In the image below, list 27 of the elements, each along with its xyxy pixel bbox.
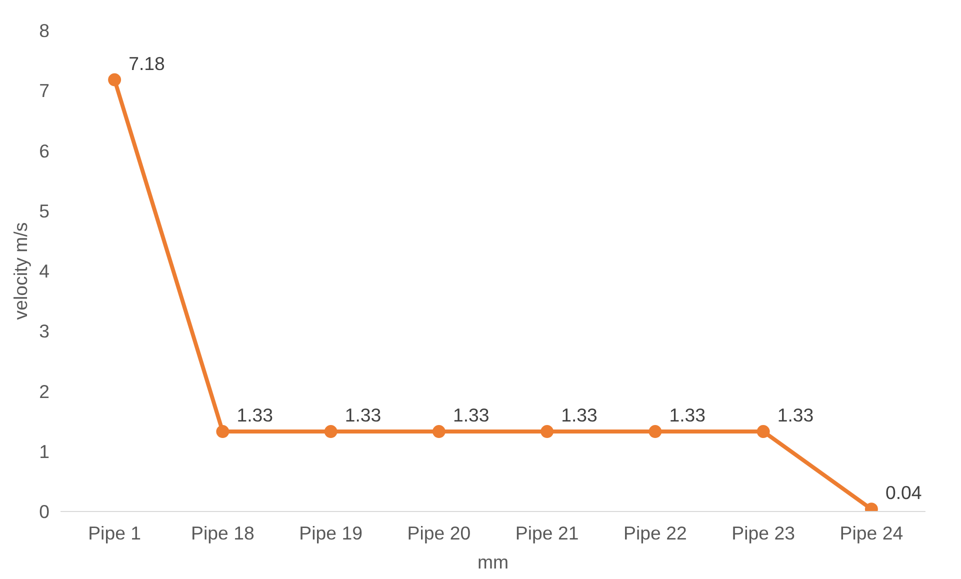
data-label: 1.33	[452, 404, 490, 426]
x-tick-label: Pipe 18	[191, 522, 254, 544]
y-tick-label: 3	[39, 320, 50, 342]
data-label: 1.33	[561, 404, 598, 426]
data-label: 1.33	[777, 404, 814, 426]
data-label: 1.33	[236, 404, 273, 426]
x-tick-label: Pipe 23	[732, 522, 795, 544]
data-label: 0.04	[885, 482, 922, 504]
y-tick-label: 0	[39, 501, 50, 522]
data-label: 1.33	[344, 404, 382, 426]
x-tick-label: Pipe 1	[88, 522, 142, 544]
y-tick-label: 2	[39, 380, 50, 402]
y-axis-title: velocity m/s	[10, 222, 32, 320]
y-tick-label: 5	[39, 200, 50, 222]
x-tick-label: Pipe 21	[515, 522, 579, 544]
y-tick-label: 7	[39, 80, 50, 102]
y-tick-label: 1	[39, 440, 50, 462]
x-tick-label: Pipe 19	[299, 522, 362, 544]
y-tick-label: 6	[39, 140, 50, 162]
x-tick-label: Pipe 22	[624, 522, 687, 544]
y-tick-label: 4	[39, 260, 50, 282]
y-tick-label: 8	[39, 20, 50, 41]
data-label: 7.18	[128, 52, 165, 74]
x-tick-label: Pipe 20	[407, 522, 471, 544]
data-label: 1.33	[669, 404, 706, 426]
x-tick-label: Pipe 24	[840, 522, 904, 544]
x-axis-title: mm	[477, 552, 509, 572]
